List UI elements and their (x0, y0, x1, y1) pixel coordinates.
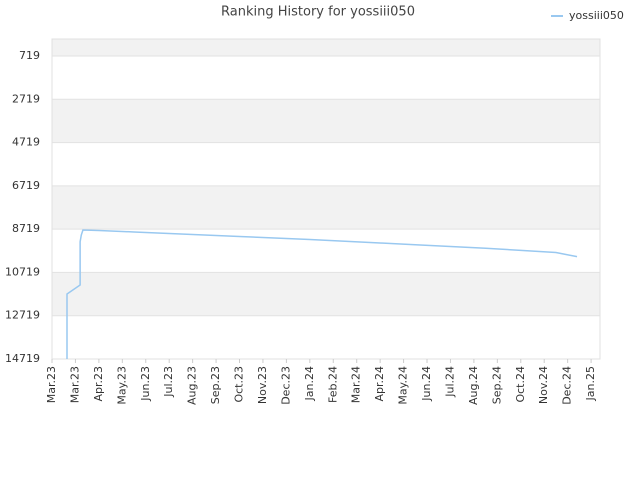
x-tick-label: Mar.23 (68, 366, 81, 403)
x-tick-label: Jun.24 (420, 366, 433, 402)
y-tick-label: 6719 (12, 179, 40, 192)
x-tick-label: May.24 (397, 366, 410, 405)
x-tick-label: Sep.23 (209, 366, 222, 404)
band (52, 142, 600, 186)
band (52, 185, 600, 230)
x-tick-label: Jul.23 (162, 366, 175, 398)
y-tick-label: 14719 (5, 352, 40, 365)
band (52, 315, 600, 359)
x-tick-label: Dec.23 (279, 366, 292, 405)
x-tick-label: Apr.23 (92, 366, 105, 402)
x-tick-label: Feb.24 (326, 366, 339, 403)
band (52, 39, 600, 56)
x-tick-label: Mar.24 (350, 366, 363, 403)
y-tick-label: 4719 (12, 136, 40, 149)
x-tick-label: Mar.23 (45, 366, 58, 403)
line (66, 229, 578, 359)
x-tick-label: Aug.24 (467, 366, 480, 405)
y-tick-label: 719 (19, 49, 40, 62)
band (52, 99, 600, 143)
x-tick-label: Apr.24 (373, 366, 386, 402)
y-tick-label: 8719 (12, 222, 40, 235)
band (52, 272, 600, 316)
x-tick-label: Dec.24 (561, 366, 574, 405)
x-tick-label: Jun.23 (139, 366, 152, 402)
y-tick-label: 12719 (5, 309, 40, 322)
x-tick-label: Oct.24 (514, 366, 527, 403)
x-tick-label: Jan.25 (584, 366, 597, 401)
y-tick-label: 10719 (5, 265, 40, 278)
band (52, 229, 600, 273)
x-tick-label: Oct.23 (233, 366, 246, 403)
y-tick-label: 2719 (12, 92, 40, 105)
band (52, 55, 600, 100)
x-tick-label: Sep.24 (490, 366, 503, 404)
x-tick-label: Nov.23 (256, 366, 269, 404)
x-tick-label: Nov.24 (537, 366, 550, 404)
x-tick-label: Aug.23 (186, 366, 199, 405)
x-tick-label: Jan.24 (303, 366, 316, 401)
x-tick-label: May.23 (115, 366, 128, 405)
x-tick-label: Jul.24 (443, 366, 456, 398)
legend-label: yossiii050 (569, 9, 624, 22)
chart-title: Ranking History for yossiii050 (221, 5, 415, 20)
